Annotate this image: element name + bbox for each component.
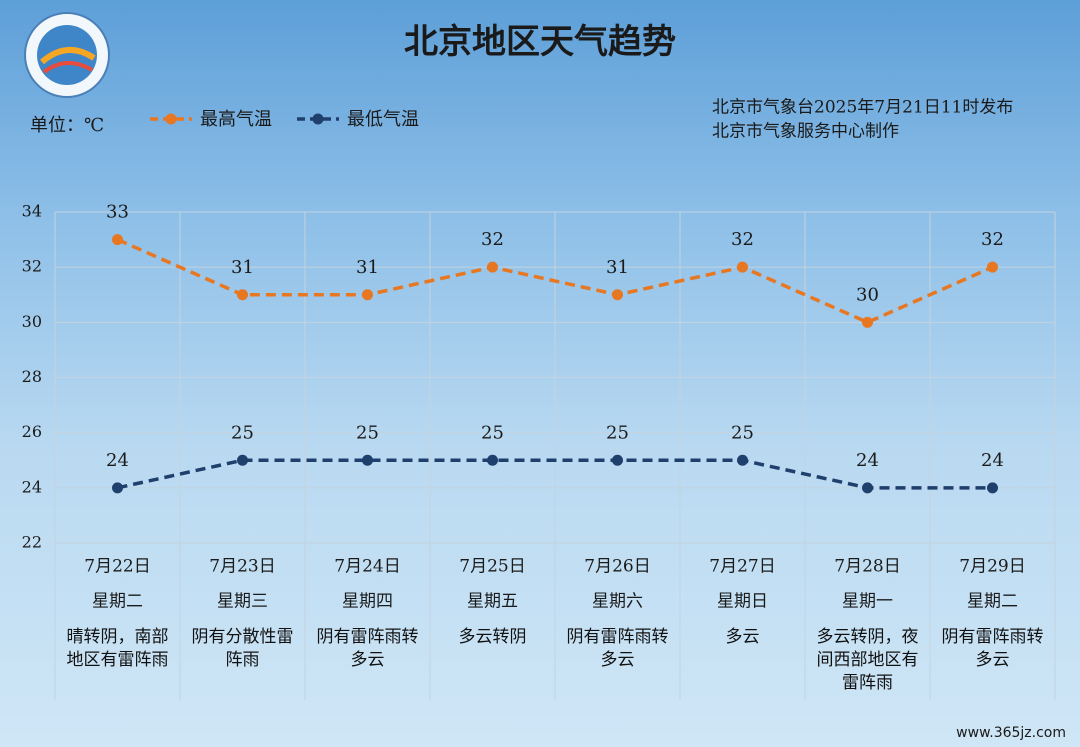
x-tick-label: 7月22日 (84, 557, 150, 577)
weekday-label: 星期五 (467, 592, 518, 612)
weekday-label: 星期二 (967, 592, 1018, 612)
data-label: 32 (731, 229, 754, 250)
x-tick-label: 7月26日 (584, 557, 650, 577)
legend-label: 最高气温 (200, 109, 272, 130)
point (862, 482, 873, 494)
y-tick-label: 24 (22, 477, 42, 496)
y-tick-label: 32 (22, 257, 42, 276)
y-tick-label: 26 (22, 422, 42, 441)
producer: 北京市气象服务中心制作 (712, 122, 899, 142)
logo (24, 12, 110, 98)
data-label: 30 (856, 284, 879, 305)
data-label: 25 (356, 422, 379, 443)
point (987, 261, 998, 273)
weekday-label: 星期六 (592, 592, 643, 612)
y-tick-label: 22 (22, 533, 42, 552)
weather-text: 多云转阴，夜间西部地区有雷阵雨 (816, 627, 919, 693)
point (362, 454, 373, 466)
issuer: 北京市气象台2025年7月21日11时发布 (712, 98, 1013, 118)
y-tick-label: 30 (22, 312, 42, 331)
weekday-label: 星期日 (717, 592, 768, 612)
data-label: 24 (106, 450, 129, 471)
x-tick-label: 7月25日 (459, 557, 525, 577)
point (487, 454, 498, 466)
data-label: 31 (356, 257, 379, 278)
point (737, 261, 748, 273)
point (862, 316, 873, 328)
weather-text: 阴有分散性雷阵雨 (191, 627, 294, 670)
point (612, 454, 623, 466)
weather-text: 晴转阴，南部地区有雷阵雨 (66, 627, 169, 670)
x-tick-label: 7月28日 (834, 557, 900, 577)
data-label: 25 (231, 422, 254, 443)
data-label: 31 (606, 257, 629, 278)
legend-dot (312, 113, 324, 125)
data-label: 33 (106, 202, 129, 223)
point (237, 454, 248, 466)
data-label: 24 (856, 450, 879, 471)
legend-label: 最低气温 (347, 109, 419, 130)
point (737, 454, 748, 466)
point (237, 289, 248, 301)
chart-title: 北京地区天气趋势 (404, 22, 676, 62)
weekday-label: 星期三 (217, 592, 268, 612)
data-label: 25 (481, 422, 504, 443)
data-label: 25 (731, 422, 754, 443)
data-label: 25 (606, 422, 629, 443)
x-tick-label: 7月29日 (959, 557, 1025, 577)
data-label: 32 (481, 229, 504, 250)
data-label: 31 (231, 257, 254, 278)
weather-text: 多云转阴 (458, 627, 527, 647)
series-line (116, 237, 994, 325)
point (112, 482, 123, 494)
legend-dot (165, 113, 177, 125)
point (612, 289, 623, 301)
y-tick-label: 28 (22, 367, 42, 386)
point (487, 261, 498, 273)
weekday-label: 星期二 (92, 592, 143, 612)
data-label: 24 (981, 450, 1004, 471)
weather-text: 阴有雷阵雨转多云 (941, 627, 1044, 670)
weather-text: 阴有雷阵雨转多云 (316, 627, 419, 670)
point (112, 234, 123, 246)
weekday-label: 星期四 (342, 592, 393, 612)
point (987, 482, 998, 494)
x-tick-label: 7月24日 (334, 557, 400, 577)
x-tick-label: 7月27日 (709, 557, 775, 577)
unit-label: 单位：℃ (30, 115, 104, 136)
series-line (117, 458, 993, 490)
weekday-label: 星期一 (842, 592, 893, 612)
weather-text: 多云 (725, 627, 760, 647)
point (362, 289, 373, 301)
y-tick-label: 34 (22, 202, 42, 221)
watermark: www.365jz.com (956, 725, 1066, 741)
data-label: 32 (981, 229, 1004, 250)
x-tick-label: 7月23日 (209, 557, 275, 577)
weather-text: 阴有雷阵雨转多云 (566, 627, 669, 670)
